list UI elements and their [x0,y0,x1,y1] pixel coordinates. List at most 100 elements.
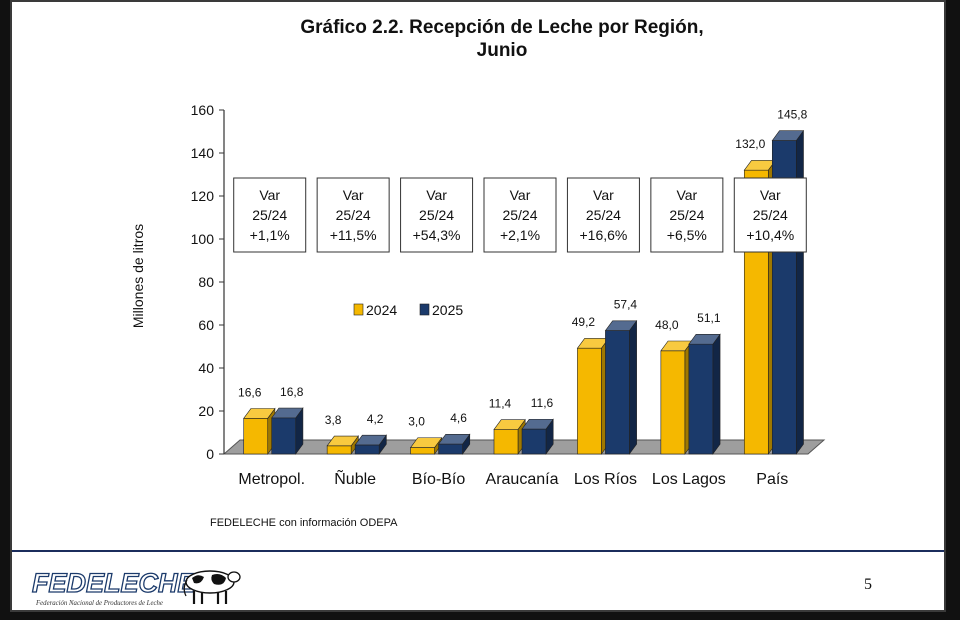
chart-title-line-1: Gráfico 2.2. Recepción de Leche por Regi… [300,17,704,38]
bar-top [243,408,276,419]
variation-text: +11,5% [330,227,377,243]
chart-title-line-2: Junio [476,40,528,61]
variation-box [316,177,390,253]
category-label: Los Lagos [652,471,726,488]
bar-2025-5 [688,343,714,455]
variation-text: Var [760,187,781,203]
bar-2024-1 [326,445,352,455]
data-label: 48,0 [655,318,679,332]
y-tick-label: 0 [206,446,214,462]
bar-2025-0 [271,417,297,455]
cow-icon [183,570,241,604]
variation-box [650,177,724,253]
variation-text: +16,6% [579,227,627,243]
y-tick-label: 120 [191,188,215,204]
category-label: País [756,471,788,488]
y-axis-label: Millones de litros [130,224,146,328]
data-label: 3,0 [408,415,425,429]
variation-text: +2,1% [500,227,540,243]
bar-top [271,407,304,419]
bar-2024-3 [493,429,519,455]
bar-top [437,434,471,445]
variation-text: +1,1% [250,227,290,243]
variation-text: +10,4% [746,227,794,243]
variation-box [233,177,307,253]
data-label: 4,2 [367,412,384,426]
y-tick-label: 20 [198,403,214,419]
data-label: 51,1 [697,311,721,325]
category-label: Metropol. [238,471,305,488]
variation-text: Var [259,187,280,203]
variation-text: +6,5% [667,227,707,243]
legend-label-2024: 2024 [366,302,397,318]
y-tick-label: 140 [191,145,215,161]
data-label: 11,4 [489,396,512,410]
bar-2024-5 [660,350,686,455]
variation-text: 25/24 [669,207,704,223]
variation-text: 25/24 [419,207,454,223]
legend-swatch-2024 [353,303,364,316]
bar-2024-0 [243,418,269,455]
data-label: 145,8 [777,108,807,122]
variation-text: 25/24 [753,207,788,223]
variation-text: 25/24 [336,207,371,223]
bar-top [493,419,526,430]
bar-2024-4 [577,347,602,455]
variation-box [733,177,807,253]
source-note: FEDELECHE con información ODEPA [210,517,398,529]
bar-top [326,435,359,447]
bar-top [688,334,721,345]
y-tick-label: 80 [198,274,214,290]
variation-text: 25/24 [252,207,287,223]
legend-swatch-2025 [419,303,430,316]
variation-text: +54,3% [413,227,461,243]
variation-box [483,177,557,253]
category-label: Los Ríos [574,471,637,488]
variation-text: Var [510,187,531,203]
variation-text: Var [676,187,697,203]
logo-subtitle: Federación Nacional de Productores de Le… [35,600,163,607]
data-label: 16,6 [238,385,262,399]
bar-chart: 0 20 40 60 80 100 120 140 160 Millones de litros 1… [130,102,826,488]
bar-2025-4 [605,330,630,455]
category-label: Araucanía [486,471,559,488]
bar-2025-3 [521,428,547,455]
logo-wordmark: FEDELECHE [32,568,197,598]
bar-top [771,130,805,141]
variation-text: 25/24 [586,207,621,223]
data-label: 11,6 [531,396,554,410]
variation-box [400,177,474,253]
fedeleche-logo: FEDELECHE Federación Nacional de Product… [31,567,241,607]
data-label: 16,8 [280,385,304,399]
bar-2025-1 [354,444,380,455]
footer-rule [12,550,944,552]
y-tick-label: 100 [191,231,215,247]
variation-text: 25/24 [502,207,537,223]
data-label: 4,6 [450,411,467,425]
category-label: Bío-Bío [412,471,465,488]
variation-text: Var [343,187,364,203]
data-label: 57,4 [614,298,638,312]
y-tick-label: 160 [191,102,215,118]
data-label: 3,8 [325,413,342,427]
bar-side [629,319,637,455]
page-number: 5 [864,576,872,593]
bar-2025-2 [438,443,463,455]
slide: Gráfico 2.2. Recepción de Leche por Regi… [10,0,946,612]
bar-side [712,333,721,455]
legend-label-2025: 2025 [432,302,463,318]
bar-top [604,320,638,331]
bar-2024-2 [410,447,435,455]
bar-top [354,434,387,446]
data-label: 49,2 [572,315,596,329]
variation-text: Var [426,187,447,203]
bar-top [409,437,443,448]
y-tick-label: 60 [198,317,214,333]
variation-text: Var [593,187,614,203]
variation-box [566,177,640,253]
category-label: Ñuble [334,468,376,488]
data-label: 132,0 [735,137,765,151]
bar-top [521,418,554,430]
y-tick-label: 40 [198,360,214,376]
chart-title: Gráfico 2.2. Recepción de Leche por Regi… [212,16,792,62]
